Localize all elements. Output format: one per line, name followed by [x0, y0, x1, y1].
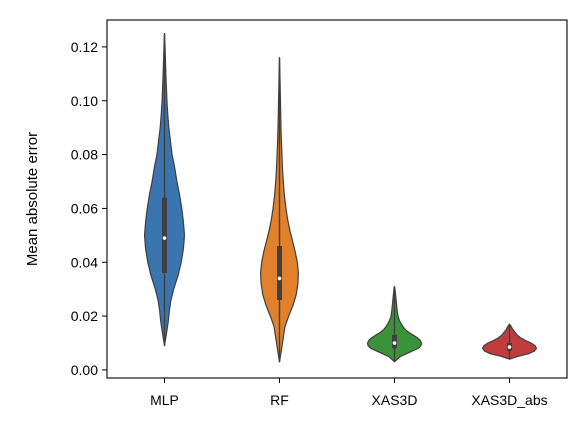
y-tick-label: 0.10: [71, 93, 98, 109]
y-tick-label: 0.06: [71, 200, 98, 216]
y-axis-label: Mean absolute error: [24, 132, 41, 266]
x-tick-label: RF: [270, 392, 289, 408]
y-axis: 0.00 0.02 0.04 0.06 0.08 0.10 0.12: [71, 39, 107, 378]
y-tick-label: 0.08: [71, 147, 98, 163]
y-tick-label: 0.12: [71, 39, 98, 55]
violin-iqr-box: [277, 246, 282, 300]
x-tick-label: XAS3D_abs: [471, 392, 547, 408]
x-tick-label: XAS3D: [372, 392, 418, 408]
violin-xas3d-abs: [481, 323, 538, 360]
y-tick-label: 0.04: [71, 254, 98, 270]
axes-frame: [106, 19, 568, 379]
violin-median: [507, 345, 512, 349]
violin-mlp: [143, 32, 186, 347]
violin-median: [277, 276, 282, 281]
y-tick-label: 0.02: [71, 308, 98, 324]
violin-median: [392, 341, 397, 345]
x-tick-label: MLP: [150, 392, 179, 408]
x-axis: MLP RF XAS3D XAS3D_abs: [150, 378, 548, 408]
violin-rf: [260, 57, 299, 363]
violin-xas3d: [366, 285, 423, 363]
violin-iqr-box: [162, 197, 167, 274]
violin-median: [162, 236, 167, 240]
plot-area: [143, 32, 538, 363]
y-tick-label: 0.00: [71, 362, 98, 378]
